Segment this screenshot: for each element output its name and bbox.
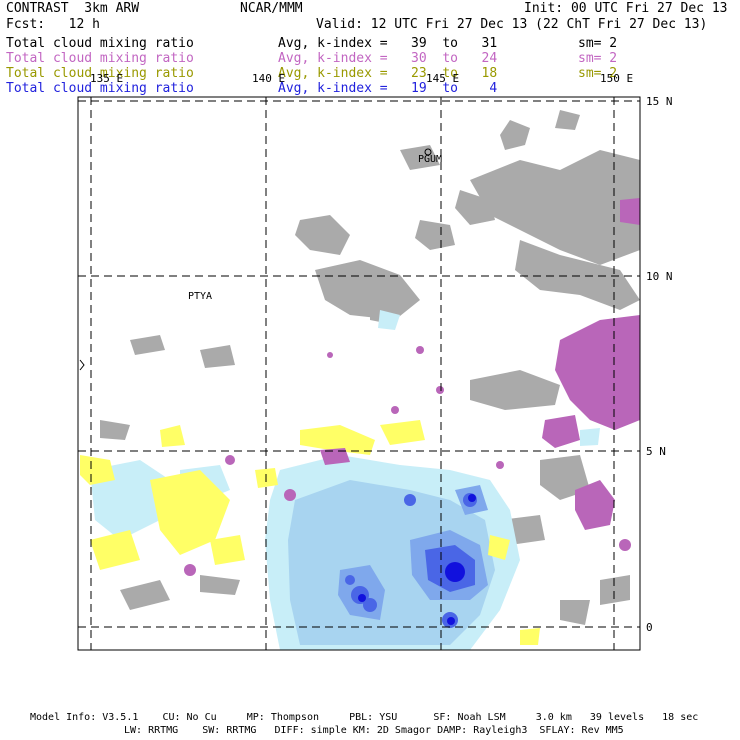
- lon-label-150: 150 E: [600, 72, 633, 85]
- legend-label-3: Total cloud mixing ratio: [6, 66, 194, 81]
- lon-label-140: 140 E: [252, 72, 285, 85]
- legend-sm-2: sm= 2: [578, 51, 618, 66]
- guam-outline: [424, 148, 432, 156]
- lat-label-5: 5 N: [646, 445, 666, 458]
- lat-label-0: 0: [646, 621, 653, 634]
- station-label-ptya: PTYA: [188, 291, 212, 302]
- legend-range-2: Avg, k-index = 30 to 24: [278, 51, 498, 66]
- legend-label-1: Total cloud mixing ratio: [6, 36, 194, 51]
- org-label: NCAR/MMM: [240, 1, 303, 16]
- island-outline: [79, 359, 85, 371]
- legend-sm-1: sm= 2: [578, 36, 618, 51]
- pink-cloud-layer: [184, 198, 640, 576]
- lon-label-135: 135 E: [90, 72, 123, 85]
- yellow-cloud-layer: [80, 420, 540, 645]
- legend-range-4: Avg, k-index = 19 to 4: [278, 81, 498, 96]
- valid-time: Valid: 12 UTC Fri 27 Dec 13 (22 ChT Fri …: [316, 17, 708, 32]
- lat-label-10: 10 N: [646, 270, 673, 283]
- legend-label-4: Total cloud mixing ratio: [6, 81, 194, 96]
- blue-cloud-level-4: [358, 494, 476, 625]
- model-info-line-1: Model Info: V3.5.1 CU: No Cu MP: Thompso…: [30, 712, 699, 723]
- lon-label-145: 145 E: [426, 72, 459, 85]
- gray-cloud-layer: [100, 110, 640, 625]
- legend-label-2: Total cloud mixing ratio: [6, 51, 194, 66]
- legend-range-1: Avg, k-index = 39 to 31: [278, 36, 498, 51]
- model-title: CONTRAST 3km ARW: [6, 1, 140, 16]
- station-label-pgum: PGUM: [418, 154, 442, 165]
- legend-range-3: Avg, k-index = 23 to 18: [278, 66, 498, 81]
- lat-label-15: 15 N: [646, 95, 673, 108]
- lat-lon-grid: [78, 97, 640, 650]
- forecast-hour: Fcst: 12 h: [6, 17, 100, 32]
- model-info-line-2: LW: RRTMG SW: RRTMG DIFF: simple KM: 2D …: [124, 725, 624, 736]
- map-fields: [78, 97, 640, 650]
- legend-sm-3: sm= 2: [578, 66, 618, 81]
- init-time: Init: 00 UTC Fri 27 Dec 13: [524, 1, 728, 16]
- blue-cloud-level-1: [288, 480, 495, 645]
- map-frame: [77, 96, 641, 651]
